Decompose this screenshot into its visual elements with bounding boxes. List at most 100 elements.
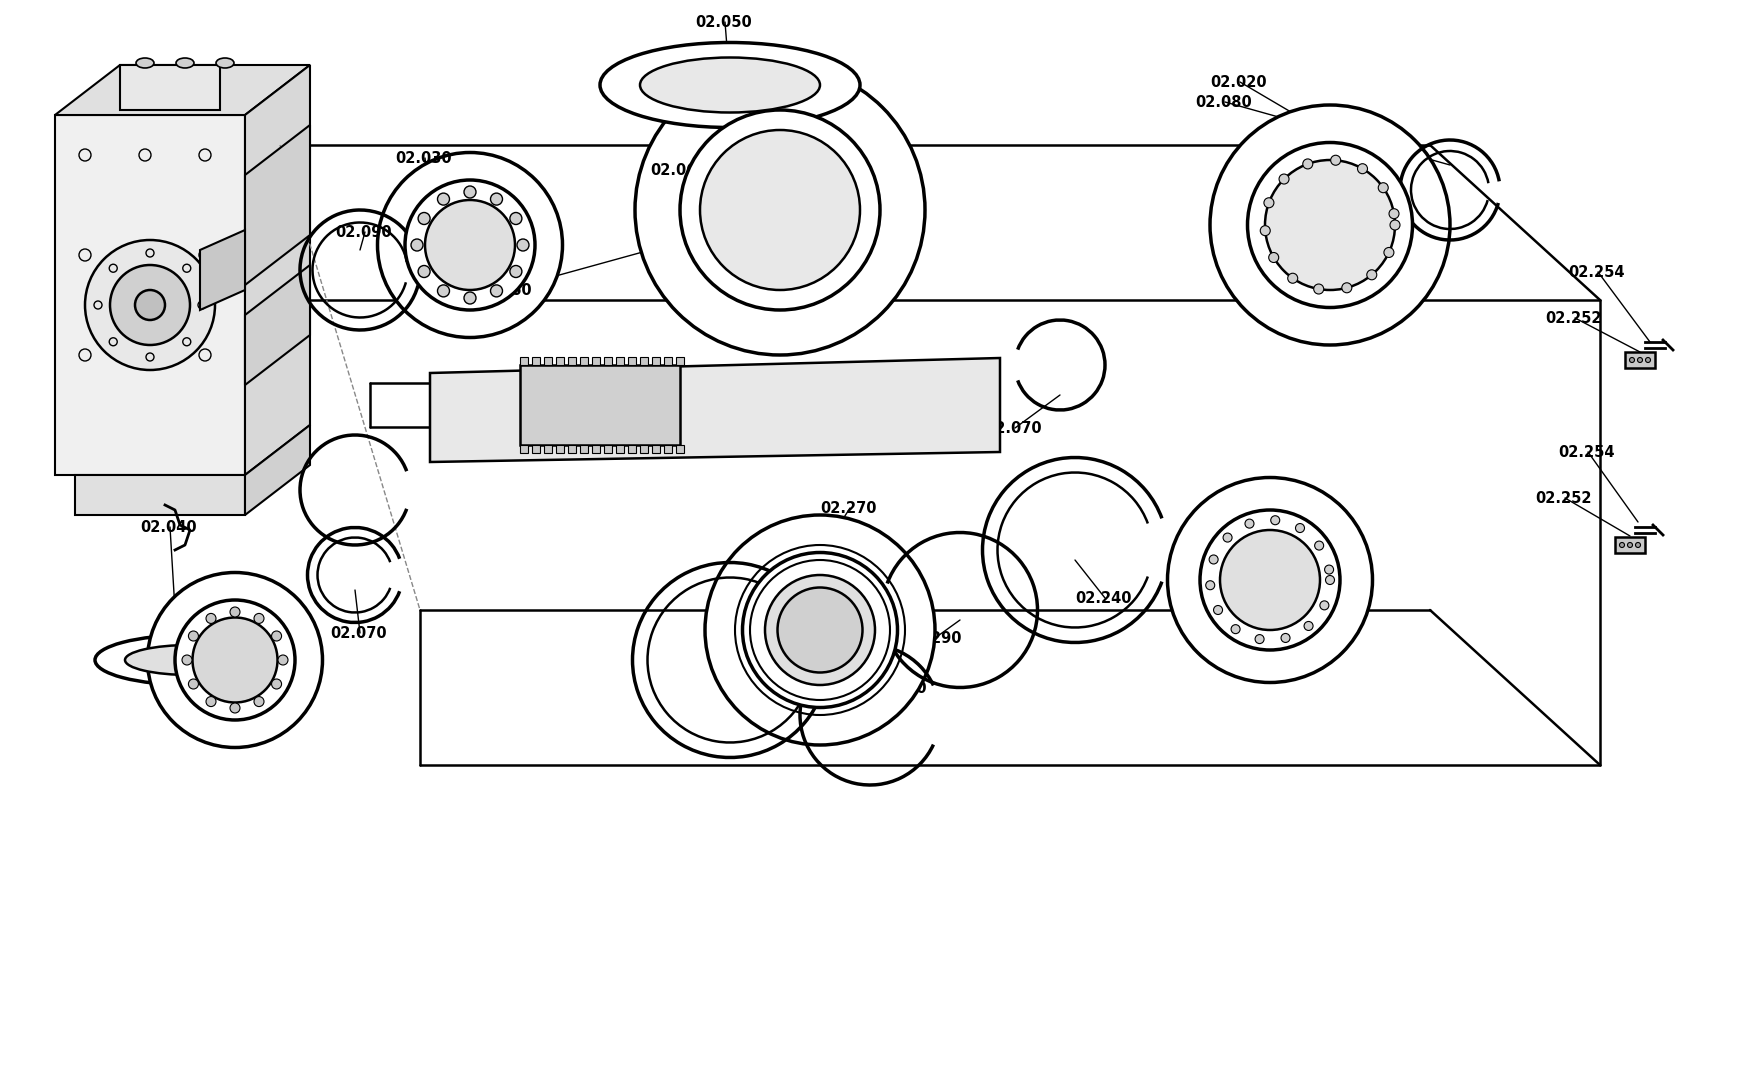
Polygon shape (591, 357, 600, 365)
Ellipse shape (1303, 159, 1311, 169)
Ellipse shape (271, 631, 282, 641)
Ellipse shape (699, 129, 859, 290)
Text: 02.060: 02.060 (475, 282, 532, 297)
Ellipse shape (1315, 541, 1323, 550)
Ellipse shape (1287, 273, 1297, 284)
Ellipse shape (600, 43, 859, 127)
Polygon shape (567, 445, 576, 453)
Text: 02.230: 02.230 (1200, 561, 1256, 576)
Polygon shape (652, 357, 659, 365)
Polygon shape (120, 65, 219, 110)
Ellipse shape (1205, 581, 1214, 590)
Ellipse shape (1635, 542, 1640, 548)
Polygon shape (532, 357, 539, 365)
Text: 02.254: 02.254 (1556, 444, 1614, 459)
Text: 02.270: 02.270 (819, 501, 876, 516)
Ellipse shape (1341, 282, 1351, 293)
Ellipse shape (377, 153, 562, 337)
Ellipse shape (1200, 510, 1339, 649)
Ellipse shape (1389, 220, 1400, 230)
Ellipse shape (1280, 633, 1289, 642)
Ellipse shape (1263, 198, 1273, 208)
Polygon shape (245, 65, 310, 475)
Polygon shape (664, 357, 671, 365)
Ellipse shape (704, 515, 934, 745)
Ellipse shape (1636, 357, 1642, 363)
Ellipse shape (765, 575, 875, 685)
Polygon shape (616, 445, 624, 453)
Text: 02.060: 02.060 (650, 163, 706, 178)
Ellipse shape (254, 613, 264, 624)
Ellipse shape (1323, 565, 1332, 575)
Polygon shape (245, 425, 310, 515)
Ellipse shape (410, 239, 423, 251)
Ellipse shape (464, 186, 476, 198)
Text: 02.040: 02.040 (139, 520, 197, 535)
Ellipse shape (1259, 226, 1269, 235)
Ellipse shape (1313, 284, 1323, 294)
Polygon shape (591, 445, 600, 453)
Polygon shape (603, 445, 612, 453)
Ellipse shape (183, 655, 191, 664)
Ellipse shape (271, 679, 282, 689)
Ellipse shape (1212, 606, 1223, 614)
Polygon shape (579, 445, 588, 453)
Ellipse shape (278, 655, 289, 664)
Ellipse shape (1356, 164, 1367, 173)
Ellipse shape (1645, 357, 1650, 363)
Ellipse shape (640, 58, 819, 112)
Ellipse shape (417, 265, 430, 277)
Ellipse shape (1367, 270, 1376, 279)
Ellipse shape (436, 193, 449, 205)
Ellipse shape (136, 58, 155, 68)
Ellipse shape (193, 617, 277, 703)
Text: 02.070: 02.070 (984, 421, 1042, 435)
Ellipse shape (1619, 542, 1624, 548)
Ellipse shape (205, 613, 216, 624)
Text: 02.290: 02.290 (904, 630, 962, 645)
Ellipse shape (230, 703, 240, 713)
Ellipse shape (405, 180, 534, 310)
Text: 02.254: 02.254 (1567, 264, 1624, 279)
Text: 02.020: 02.020 (1209, 75, 1266, 90)
Polygon shape (1624, 352, 1654, 368)
Polygon shape (640, 445, 647, 453)
Polygon shape (245, 265, 310, 385)
Ellipse shape (1330, 155, 1339, 165)
Ellipse shape (216, 58, 233, 68)
Ellipse shape (1254, 635, 1263, 643)
Ellipse shape (1231, 625, 1240, 633)
Polygon shape (567, 357, 576, 365)
Text: 02.030: 02.030 (395, 151, 452, 166)
Ellipse shape (125, 645, 256, 675)
Polygon shape (520, 357, 527, 365)
Polygon shape (245, 125, 310, 285)
Ellipse shape (1167, 477, 1372, 683)
Ellipse shape (516, 239, 529, 251)
Polygon shape (200, 230, 245, 310)
Text: 02.090: 02.090 (336, 225, 391, 240)
Ellipse shape (1377, 183, 1388, 193)
Ellipse shape (635, 65, 925, 355)
Polygon shape (628, 445, 636, 453)
Ellipse shape (1209, 105, 1449, 345)
Polygon shape (430, 358, 1000, 462)
Ellipse shape (436, 285, 449, 296)
Ellipse shape (777, 587, 863, 673)
Polygon shape (1614, 537, 1643, 553)
Polygon shape (75, 475, 245, 515)
Ellipse shape (1223, 533, 1231, 542)
Polygon shape (556, 357, 563, 365)
Polygon shape (544, 357, 551, 365)
Ellipse shape (176, 58, 193, 68)
Polygon shape (579, 357, 588, 365)
Ellipse shape (1219, 530, 1320, 630)
Ellipse shape (743, 552, 897, 707)
Polygon shape (556, 445, 563, 453)
Ellipse shape (205, 697, 216, 706)
Text: 02.080: 02.080 (1195, 94, 1250, 109)
Text: 02.050: 02.050 (694, 15, 751, 30)
Text: 02.280: 02.280 (870, 681, 927, 696)
Text: 02.020: 02.020 (144, 651, 202, 666)
Ellipse shape (1245, 519, 1254, 529)
